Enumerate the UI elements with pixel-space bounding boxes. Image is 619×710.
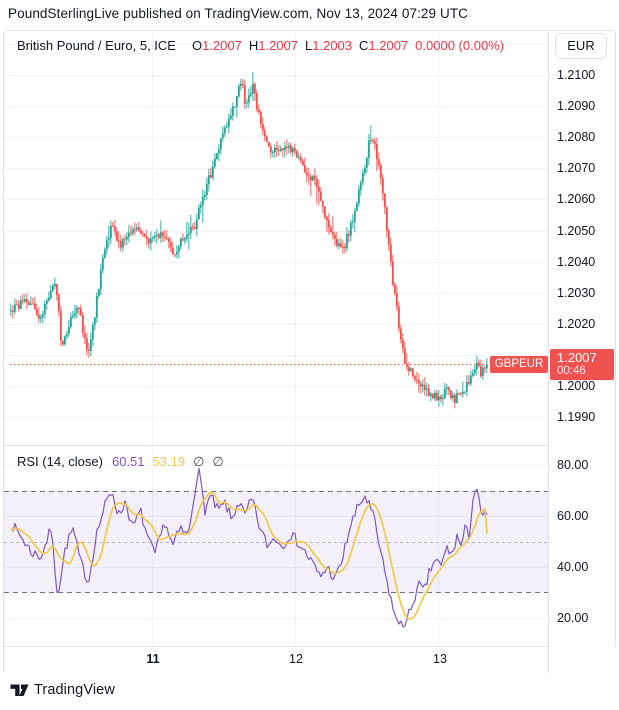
change-value: 0.0000 (0.00%) [415, 38, 505, 53]
time-tick: 13 [433, 652, 447, 666]
rsi-ma-value: 53.19 [152, 454, 186, 469]
rsi-tick: 80.00 [557, 458, 589, 472]
chart-widget: British Pound / Euro, 5, ICE O1.2007 H1.20… [3, 30, 617, 674]
open-label: O [191, 38, 203, 53]
price-scale[interactable]: EUR 1.2100 1.2090 1.2080 1.2070 1.2060 1… [548, 31, 615, 673]
current-price-label: 1.2007 00:46 [550, 349, 614, 380]
low-value: 1.2003 [312, 38, 353, 53]
price-tick: 1.2080 [557, 130, 596, 144]
low-label: L [305, 38, 313, 53]
symbol-price-tag: GBPEUR [490, 356, 548, 373]
open-value: 1.2007 [202, 38, 242, 53]
price-tick: 1.2050 [557, 224, 596, 238]
symbol-price-tag-label: GBPEUR [494, 358, 544, 370]
close-value: 1.2007 [368, 38, 409, 53]
rsi-empty-value-icon: ∅ [193, 454, 205, 469]
rsi-chart-canvas[interactable] [4, 446, 548, 646]
price-tick: 1.2030 [557, 286, 596, 300]
tradingview-icon [10, 684, 29, 696]
rsi-title[interactable]: RSI (14, close) [17, 454, 103, 469]
rsi-value: 60.51 [111, 454, 145, 469]
price-chart-canvas[interactable] [4, 31, 548, 445]
tradingview-wordmark: TradingView [34, 682, 115, 698]
publish-note: PoundSterlingLive published on TradingVi… [8, 6, 469, 21]
pane-separator [4, 445, 548, 446]
price-tick: 1.2070 [557, 161, 596, 175]
price-tick: 1.2040 [557, 255, 596, 269]
bar-countdown: 00:46 [557, 365, 586, 377]
high-label: H [248, 38, 259, 53]
close-label: C [359, 38, 369, 53]
price-tick: 1.2100 [557, 68, 596, 82]
rsi-tick: 20.00 [557, 611, 589, 625]
time-tick: 11 [146, 652, 160, 666]
time-tick: 12 [289, 652, 303, 666]
time-axis[interactable]: 11 12 13 [4, 646, 617, 674]
rsi-tick: 60.00 [557, 509, 589, 523]
symbol-legend[interactable]: British Pound / Euro, 5, ICE O1.2007 H1.20… [17, 38, 504, 53]
symbol-title[interactable]: British Pound / Euro, 5, ICE [17, 38, 176, 53]
rsi-legend[interactable]: RSI (14, close) 60.51 53.19 ∅ ∅ [17, 454, 224, 470]
price-tick: 1.2090 [557, 99, 596, 113]
price-tick: 1.2000 [557, 379, 596, 393]
price-tick: 1.2060 [557, 192, 596, 206]
price-tick: 1.1990 [557, 410, 596, 424]
price-tick: 1.2020 [557, 317, 596, 331]
tradingview-logo[interactable]: TradingView [10, 682, 115, 698]
current-price-value: 1.2007 [557, 350, 597, 365]
rsi-tick: 40.00 [557, 560, 589, 574]
currency-button[interactable]: EUR [555, 33, 607, 59]
high-value: 1.2007 [258, 38, 299, 53]
rsi-empty-value-icon: ∅ [212, 454, 224, 469]
